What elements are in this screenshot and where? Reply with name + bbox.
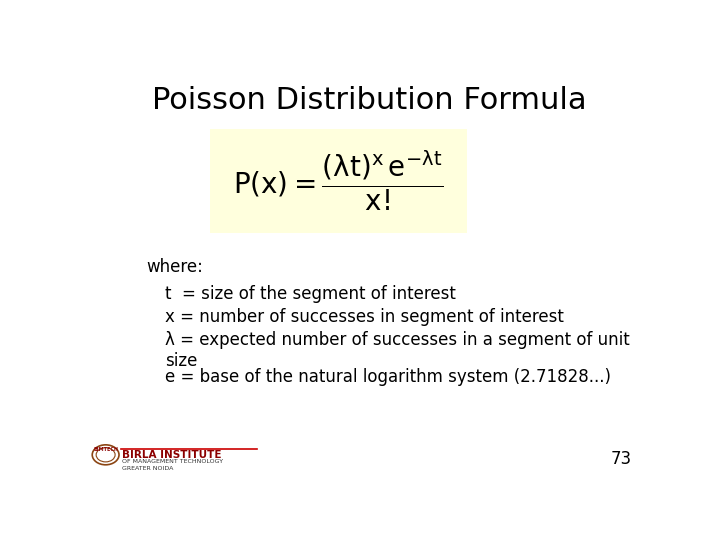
Text: Poisson Distribution Formula: Poisson Distribution Formula [152, 86, 586, 114]
Text: x = number of successes in segment of interest: x = number of successes in segment of in… [166, 308, 564, 326]
Text: $\mathsf{P(x) = \dfrac{(\lambda t)^{x}\,e^{-\lambda t}}{x!}}$: $\mathsf{P(x) = \dfrac{(\lambda t)^{x}\,… [233, 149, 444, 213]
Text: GREATER NOIDA: GREATER NOIDA [122, 467, 174, 471]
Text: λ = expected number of successes in a segment of unit
size: λ = expected number of successes in a se… [166, 331, 630, 370]
FancyBboxPatch shape [210, 129, 467, 233]
Text: 73: 73 [610, 450, 631, 468]
Text: t  = size of the segment of interest: t = size of the segment of interest [166, 285, 456, 303]
Text: where:: where: [145, 258, 202, 276]
Text: e = base of the natural logarithm system (2.71828...): e = base of the natural logarithm system… [166, 368, 611, 386]
Text: BIRLA INSTITUTE: BIRLA INSTITUTE [122, 450, 222, 460]
Text: BIMTECH: BIMTECH [93, 447, 118, 451]
Text: OF MANAGEMENT TECHNOLOGY: OF MANAGEMENT TECHNOLOGY [122, 459, 223, 464]
